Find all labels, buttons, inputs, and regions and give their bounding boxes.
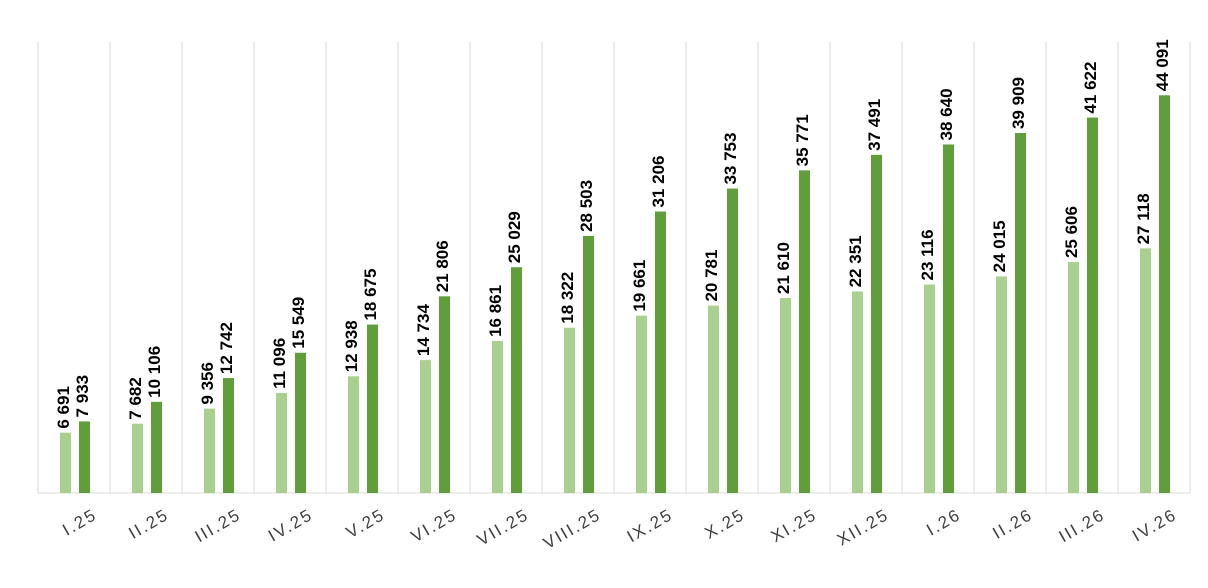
value-label: 9 356 bbox=[198, 362, 217, 405]
x-tick-label: I.25 bbox=[59, 505, 100, 540]
x-tick-label: XI.25 bbox=[768, 505, 821, 546]
value-label: 20 781 bbox=[702, 250, 721, 302]
value-label: 41 622 bbox=[1081, 62, 1100, 114]
value-label: 11 096 bbox=[270, 338, 289, 389]
bar bbox=[420, 360, 431, 493]
bar bbox=[367, 324, 378, 493]
value-label: 18 322 bbox=[558, 272, 577, 324]
bar bbox=[583, 235, 594, 493]
value-label: 10 106 bbox=[145, 346, 164, 398]
bar bbox=[1068, 262, 1079, 493]
bar bbox=[60, 432, 71, 493]
value-label: 33 753 bbox=[721, 133, 740, 185]
x-tick-label: XII.25 bbox=[834, 505, 892, 550]
value-label: 44 091 bbox=[1153, 39, 1172, 91]
bar bbox=[511, 267, 522, 493]
value-label: 12 938 bbox=[342, 320, 361, 372]
bar bbox=[708, 305, 719, 493]
value-label: 31 206 bbox=[649, 156, 668, 208]
x-tick-label: X.25 bbox=[702, 505, 749, 543]
bar bbox=[727, 188, 738, 493]
bar bbox=[151, 401, 162, 493]
value-label: 18 675 bbox=[361, 269, 380, 321]
bar bbox=[636, 315, 647, 493]
value-label: 35 771 bbox=[793, 114, 812, 166]
bar bbox=[132, 423, 143, 493]
value-label: 27 118 bbox=[1134, 193, 1153, 244]
value-label: 21 806 bbox=[433, 240, 452, 292]
value-label: 28 503 bbox=[577, 180, 596, 232]
value-label: 7 682 bbox=[126, 377, 145, 420]
bar bbox=[780, 298, 791, 493]
value-label: 12 742 bbox=[217, 322, 236, 374]
value-label: 15 549 bbox=[289, 297, 308, 349]
bar bbox=[1140, 248, 1151, 493]
x-tick-label: III.25 bbox=[192, 505, 245, 546]
bar bbox=[852, 291, 863, 493]
bar bbox=[799, 170, 810, 493]
bar bbox=[79, 421, 90, 493]
x-tick-label: IV.26 bbox=[1129, 505, 1180, 546]
x-tick-label: II.26 bbox=[989, 505, 1036, 543]
bar bbox=[1159, 95, 1170, 493]
bar bbox=[348, 376, 359, 493]
x-tick-label: V.25 bbox=[343, 505, 388, 542]
bar bbox=[204, 408, 215, 493]
bar bbox=[943, 144, 954, 493]
value-label: 14 734 bbox=[414, 304, 433, 357]
bar bbox=[223, 378, 234, 493]
value-label: 21 610 bbox=[774, 242, 793, 294]
value-label: 6 691 bbox=[54, 386, 73, 429]
value-label: 25 606 bbox=[1062, 206, 1081, 258]
x-tick-label: III.26 bbox=[1056, 505, 1109, 546]
value-label: 38 640 bbox=[937, 88, 956, 140]
x-tick-label: VII.25 bbox=[474, 505, 532, 550]
x-tick-label: VI.25 bbox=[408, 505, 461, 546]
value-label: 24 015 bbox=[990, 220, 1009, 272]
bar bbox=[1087, 117, 1098, 494]
bar bbox=[276, 392, 287, 493]
value-label: 23 116 bbox=[918, 229, 937, 280]
bar bbox=[655, 211, 666, 493]
value-label: 25 029 bbox=[505, 211, 524, 263]
bar bbox=[996, 276, 1007, 493]
x-tick-label: IV.25 bbox=[265, 505, 316, 546]
bar bbox=[1015, 133, 1026, 493]
bar bbox=[295, 352, 306, 493]
x-tick-label: I.26 bbox=[923, 505, 964, 540]
value-label: 22 351 bbox=[846, 235, 865, 287]
bar bbox=[492, 340, 503, 493]
bar bbox=[871, 154, 882, 493]
bar bbox=[439, 296, 450, 493]
bar bbox=[924, 284, 935, 493]
value-label: 39 909 bbox=[1009, 77, 1028, 129]
value-label: 37 491 bbox=[865, 99, 884, 151]
x-tick-label: VIII.25 bbox=[540, 505, 604, 553]
bar bbox=[564, 327, 575, 493]
value-label: 16 861 bbox=[486, 285, 505, 337]
value-label: 19 661 bbox=[630, 260, 649, 312]
value-label: 7 933 bbox=[73, 375, 92, 418]
x-tick-label: IX.25 bbox=[624, 505, 677, 546]
x-tick-label: II.25 bbox=[125, 505, 172, 543]
